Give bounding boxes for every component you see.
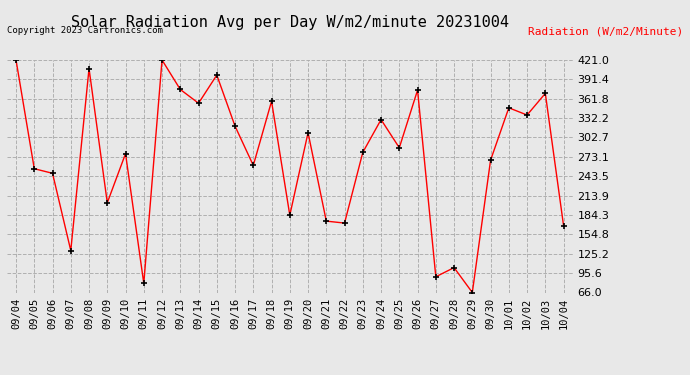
Text: Solar Radiation Avg per Day W/m2/minute 20231004: Solar Radiation Avg per Day W/m2/minute … [71, 15, 509, 30]
Text: Copyright 2023 Cartronics.com: Copyright 2023 Cartronics.com [7, 26, 163, 35]
Text: Radiation (W/m2/Minute): Radiation (W/m2/Minute) [528, 26, 683, 36]
